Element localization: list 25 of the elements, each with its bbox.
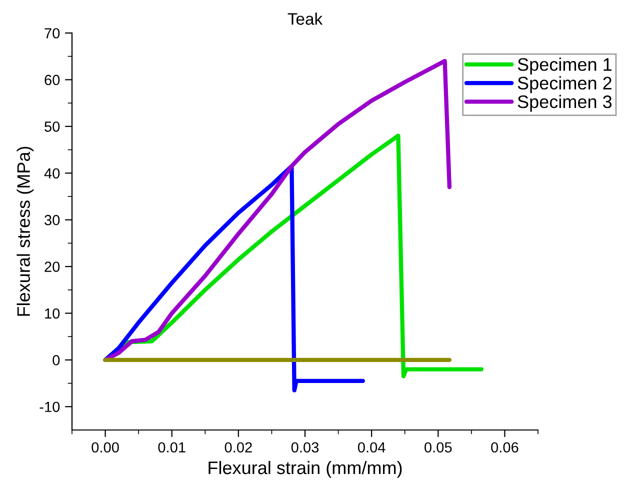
line-series — [103, 164, 365, 392]
line-series — [103, 134, 484, 378]
x-axis-title: Flexural strain (mm/mm) — [208, 460, 402, 478]
y-tick-label: 20 — [44, 262, 60, 272]
y-tick-label: -10 — [40, 402, 60, 412]
legend-label: Specimen 2 — [518, 76, 612, 94]
legend-label: Specimen 3 — [518, 94, 612, 112]
x-tick-label: 0.06 — [491, 442, 518, 453]
y-tick-label: 50 — [44, 122, 60, 132]
y-tick-label: 0 — [52, 355, 60, 366]
y-tick-label: 70 — [44, 28, 60, 38]
chart-title: Teak — [288, 12, 323, 25]
x-tick-label: 0.05 — [424, 442, 452, 453]
y-tick-label: 60 — [44, 74, 60, 86]
line-series — [103, 58, 452, 362]
x-tick-label: 0.02 — [224, 442, 252, 453]
y-tick-label: 30 — [44, 214, 60, 226]
x-tick-label: 0.00 — [92, 442, 119, 453]
x-tick-label: 0.04 — [358, 442, 386, 453]
legend-label: Specimen 1 — [518, 58, 612, 74]
y-tick-label: 40 — [44, 168, 60, 179]
x-tick-label: 0.01 — [158, 442, 186, 453]
y-axis-title: Flexural stress (MPa) — [16, 146, 34, 316]
x-tick-label: 0.03 — [291, 442, 319, 453]
y-tick-label: 10 — [45, 308, 60, 319]
